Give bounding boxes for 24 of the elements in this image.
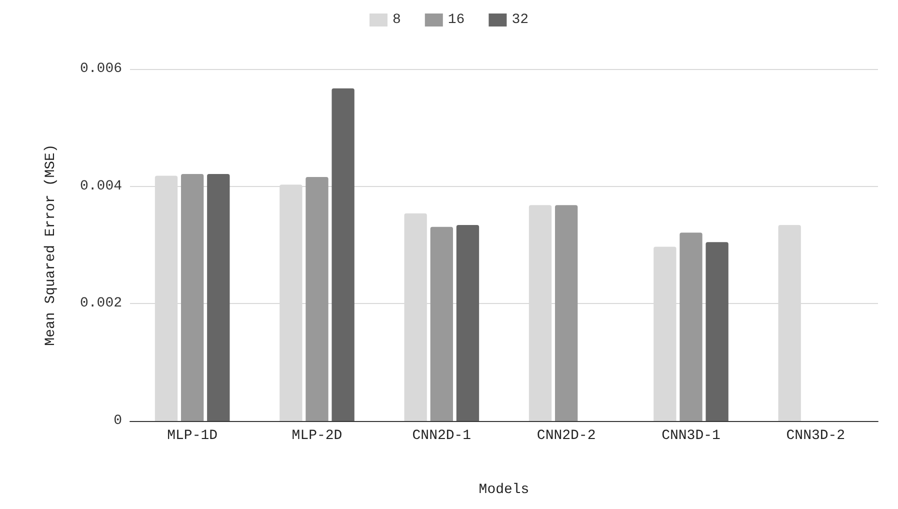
x-tick-label: CNN2D-2: [536, 428, 596, 444]
x-axis-title: Models: [478, 482, 530, 498]
bar: [456, 225, 480, 421]
legend-label: 16: [448, 12, 465, 28]
bar: [207, 174, 230, 421]
x-tick-label: CNN3D-1: [662, 428, 720, 444]
y-tick-label: 0.004: [80, 178, 122, 194]
y-axis-title: Mean Squared Error (MSE): [43, 144, 59, 346]
y-tick-label: 0.002: [80, 296, 122, 312]
bar: [706, 242, 728, 421]
bar: [306, 176, 328, 421]
bar: [430, 226, 453, 421]
x-tick-label: CNN2D-1: [412, 428, 472, 444]
legend-label: 32: [512, 12, 529, 28]
bar: [680, 232, 702, 421]
x-tick-label: CNN3D-2: [786, 428, 846, 444]
x-tick-label: MLP-2D: [292, 428, 342, 444]
bar: [181, 174, 204, 421]
x-tick-label: MLP-1D: [167, 428, 218, 444]
y-tick-label: 0: [114, 413, 122, 429]
y-tick-label: 0.006: [80, 61, 122, 77]
bar: [555, 205, 578, 421]
legend-label: 8: [392, 12, 401, 28]
bar: [332, 88, 354, 421]
